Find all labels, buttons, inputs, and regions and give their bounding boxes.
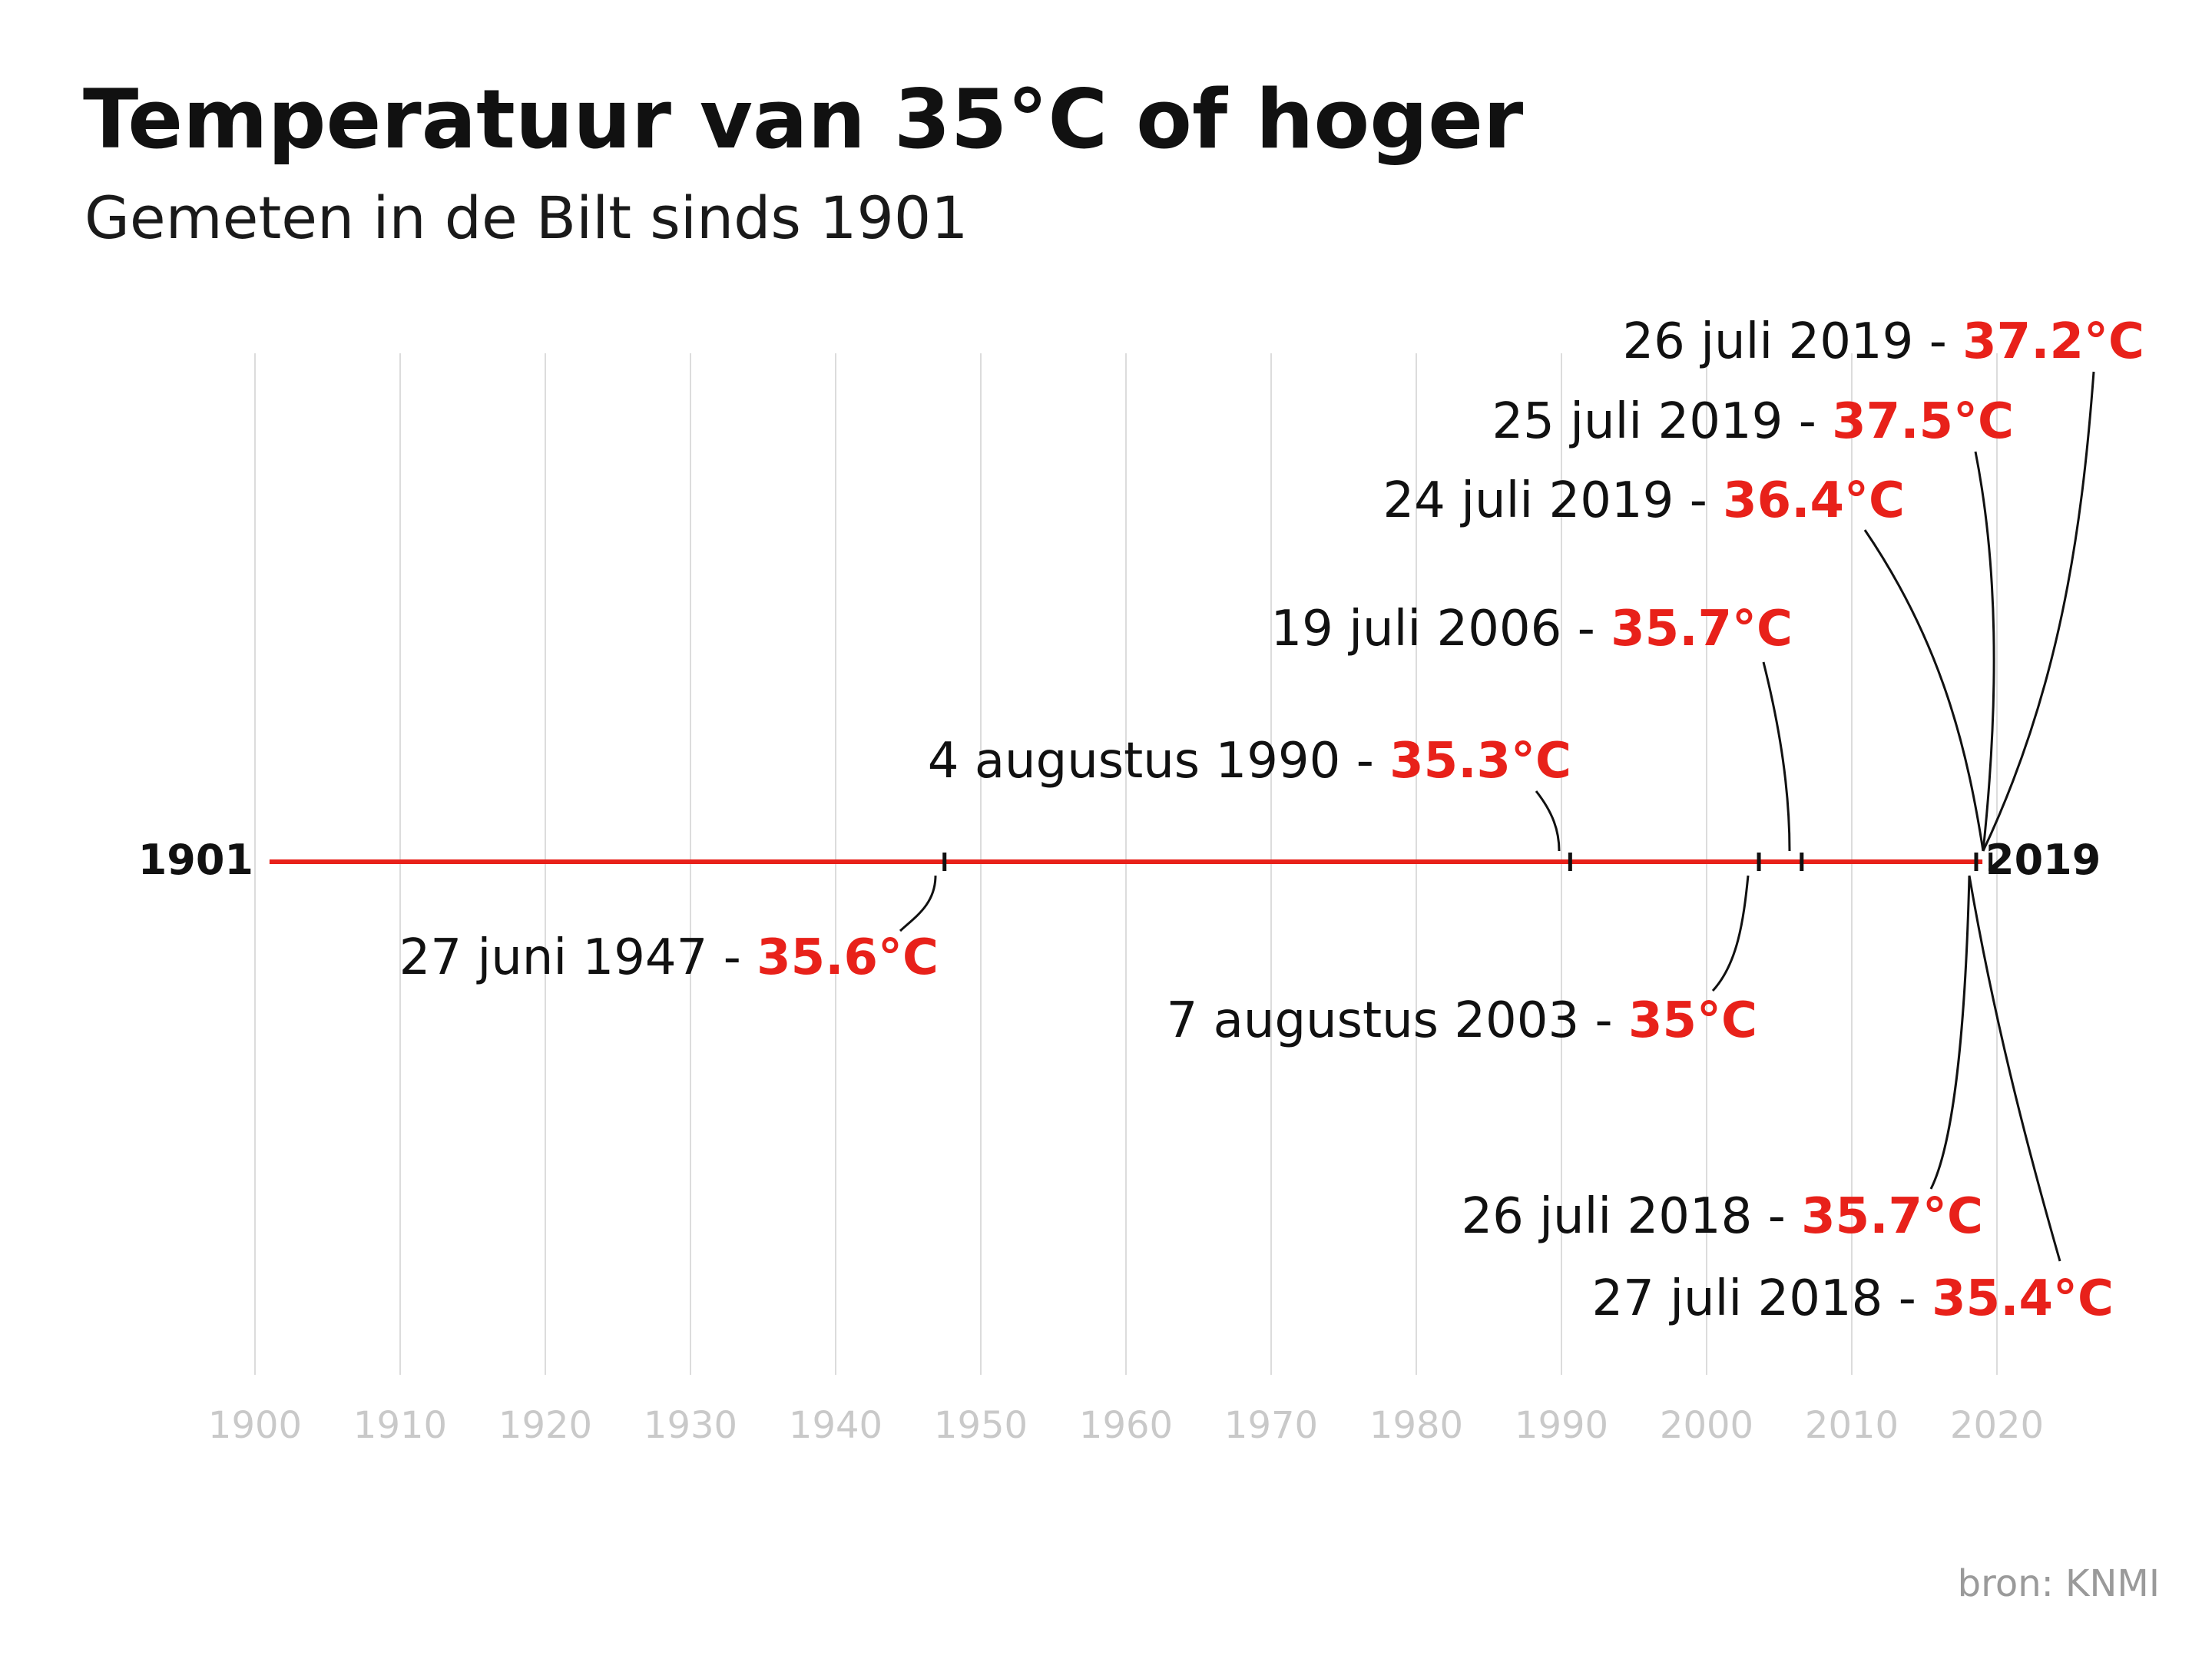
event-date: 27 juni 1947 xyxy=(399,929,708,986)
x-tick-label: 2000 xyxy=(1660,1404,1753,1447)
event-separator: - xyxy=(1561,601,1611,657)
event-temperature: 35°C xyxy=(1628,992,1757,1049)
x-tick-label: 1970 xyxy=(1224,1404,1318,1447)
x-tick-label: 2020 xyxy=(1950,1404,2044,1447)
event-temperature: 36.4°C xyxy=(1723,472,1905,529)
event-leader-line xyxy=(1974,451,1995,852)
event-separator: - xyxy=(1913,313,1962,370)
chart-title: Temperatuur van 35°C of hoger xyxy=(83,72,1523,167)
event-separator: - xyxy=(1783,393,1832,450)
event-label: 25 juli 2019 - 37.5°C xyxy=(1492,393,2014,450)
event-leader-line xyxy=(1762,661,1791,852)
event-leader-line xyxy=(1535,790,1561,852)
event-separator: - xyxy=(1883,1270,1932,1327)
event-label: 4 augustus 1990 - 35.3°C xyxy=(928,733,1571,790)
event-temperature: 37.5°C xyxy=(1832,393,2014,450)
chart-subtitle: Gemeten in de Bilt sinds 1901 xyxy=(84,184,969,252)
event-date: 25 juli 2019 xyxy=(1492,393,1783,450)
event-temperature: 35.4°C xyxy=(1932,1270,2114,1327)
event-separator: - xyxy=(1579,992,1628,1049)
event-leader-line xyxy=(1711,875,1750,992)
event-temperature: 35.6°C xyxy=(757,929,939,986)
x-tick-label: 2010 xyxy=(1805,1404,1899,1447)
event-leader-line xyxy=(1982,371,2095,852)
event-separator: - xyxy=(1752,1188,1801,1245)
event-leader-line xyxy=(899,875,937,932)
event-date: 26 juli 2019 xyxy=(1622,313,1913,370)
event-separator: - xyxy=(1340,733,1389,790)
x-tick-label: 1950 xyxy=(934,1404,1028,1447)
event-separator: - xyxy=(707,929,757,986)
event-label: 26 juli 2018 - 35.7°C xyxy=(1461,1188,1983,1245)
event-label: 19 juli 2006 - 35.7°C xyxy=(1270,601,1793,657)
x-tick-label: 1910 xyxy=(353,1404,447,1447)
event-temperature: 35.7°C xyxy=(1801,1188,1983,1245)
timeline-start-label: 1901 xyxy=(138,836,253,884)
event-label: 26 juli 2019 - 37.2°C xyxy=(1622,313,2144,370)
x-axis-ticks: 1900 1910 1920 1930 1940 1950 1960 1970 1980 1990… xyxy=(208,1404,2044,1447)
event-label: 7 augustus 2003 - 35°C xyxy=(1167,992,1757,1049)
event-leader-line xyxy=(1863,529,1985,852)
x-tick-label: 1990 xyxy=(1515,1404,1608,1447)
event-leader-line xyxy=(1929,875,1971,1190)
source-label: bron: KNMI xyxy=(1958,1562,2160,1605)
event-date: 27 juli 2018 xyxy=(1591,1270,1883,1327)
timeline-end-label: 2019 xyxy=(1985,836,2101,884)
x-tick-label: 1920 xyxy=(498,1404,592,1447)
event-label: 24 juli 2019 - 36.4°C xyxy=(1382,472,1905,529)
event-date: 26 juli 2018 xyxy=(1461,1188,1752,1245)
event-date: 19 juli 2006 xyxy=(1270,601,1561,657)
event-date: 4 augustus 1990 xyxy=(928,733,1341,790)
event-date: 7 augustus 2003 xyxy=(1167,992,1580,1049)
events: 27 juni 1947 - 35.6°C 4 augustus 1990 - 3… xyxy=(399,313,2144,1327)
event-date: 24 juli 2019 xyxy=(1382,472,1674,529)
x-tick-label: 1930 xyxy=(644,1404,737,1447)
x-tick-label: 1940 xyxy=(789,1404,882,1447)
event-leader-line xyxy=(1968,875,2061,1262)
event-temperature: 35.7°C xyxy=(1611,601,1793,657)
x-tick-label: 1960 xyxy=(1079,1404,1173,1447)
x-tick-label: 1980 xyxy=(1369,1404,1463,1447)
event-label: 27 juli 2018 - 35.4°C xyxy=(1591,1270,2114,1327)
event-label: 27 juni 1947 - 35.6°C xyxy=(399,929,939,986)
event-temperature: 37.2°C xyxy=(1962,313,2144,370)
event-separator: - xyxy=(1674,472,1723,529)
x-tick-label: 1900 xyxy=(208,1404,302,1447)
event-temperature: 35.3°C xyxy=(1389,733,1571,790)
